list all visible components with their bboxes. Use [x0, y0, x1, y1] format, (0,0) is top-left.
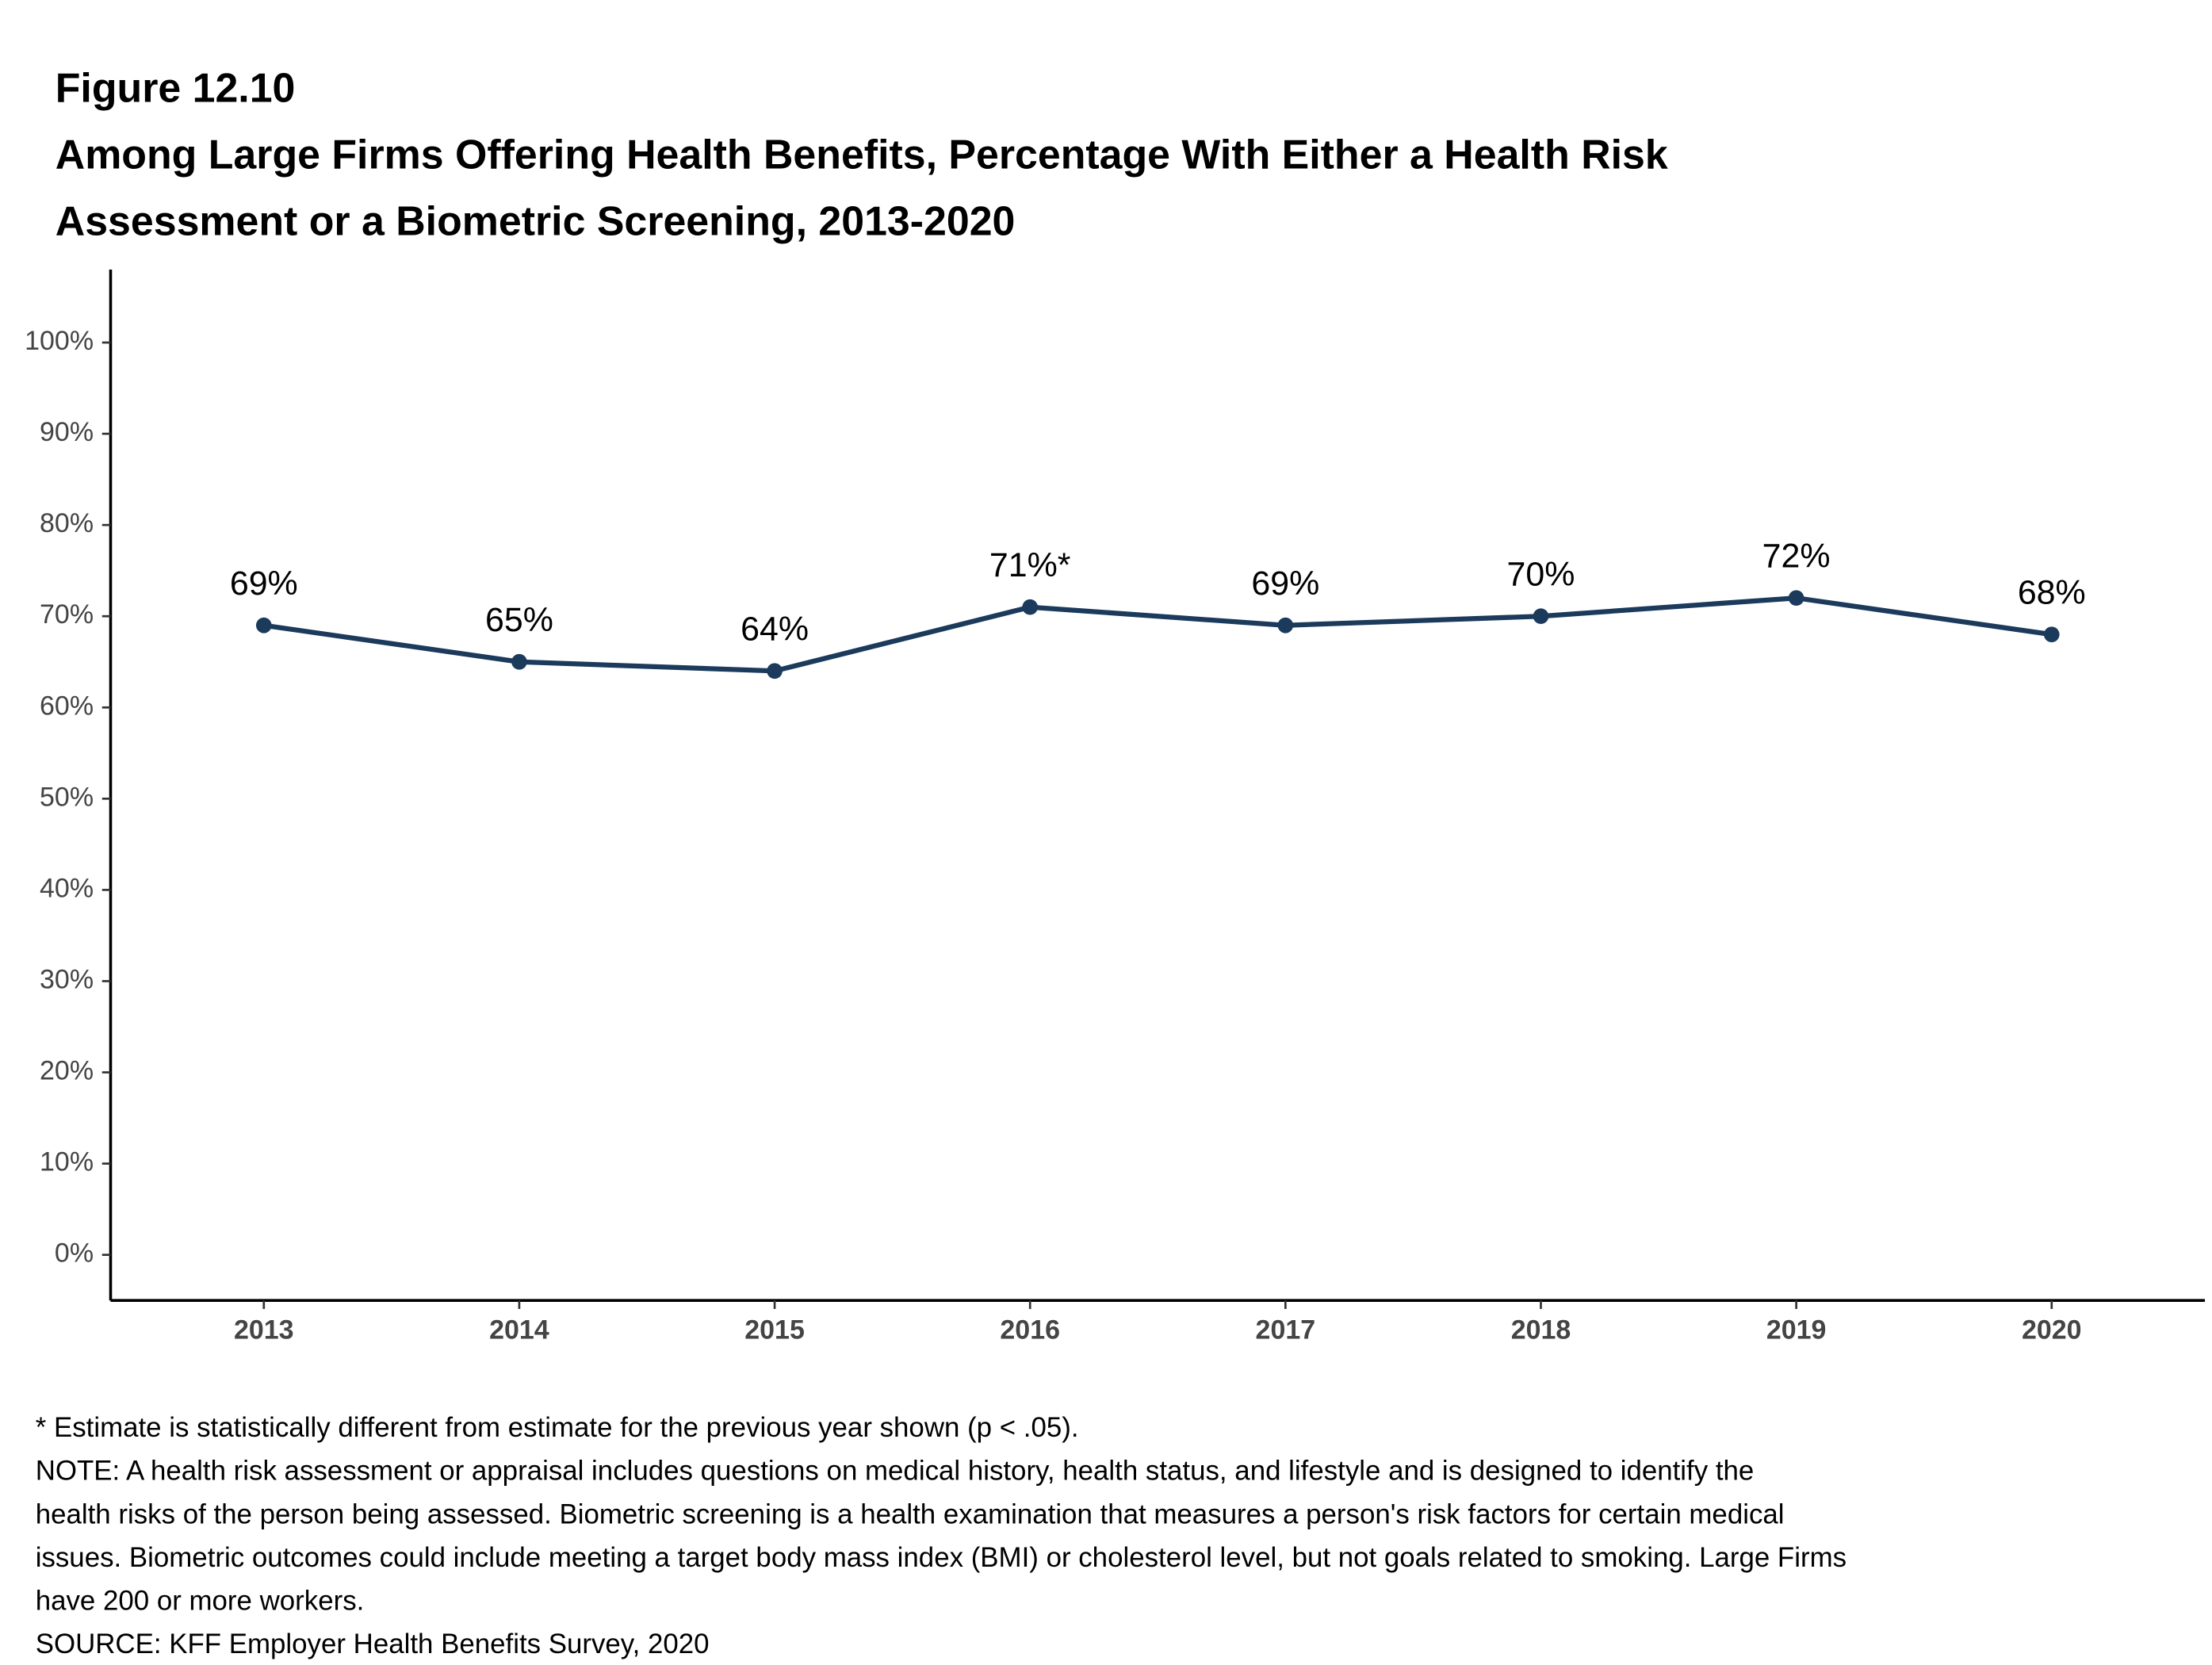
y-tick-label: 30% — [40, 964, 94, 994]
chart-title: Among Large Firms Offering Health Benefi… — [55, 131, 1668, 177]
y-tick-label: 40% — [40, 873, 94, 903]
data-label: 70% — [1507, 555, 1575, 593]
point — [2043, 626, 2060, 643]
y-tick-label: 90% — [40, 417, 94, 447]
figure-label: Figure 12.10 — [55, 64, 296, 110]
footnote: issues. Biometric outcomes could include… — [36, 1542, 1847, 1573]
data-label: 68% — [2018, 573, 2086, 611]
point — [1788, 590, 1804, 607]
x-tick-label: 2016 — [1000, 1315, 1060, 1345]
x-tick-label: 2019 — [1766, 1315, 1827, 1345]
line — [263, 595, 2053, 674]
footnote: NOTE: A health risk assessment or apprai… — [36, 1456, 1755, 1487]
footnote: have 200 or more workers. — [36, 1585, 365, 1616]
data-label: 64% — [741, 610, 809, 649]
point — [767, 663, 783, 679]
y-tick-label: 10% — [40, 1147, 94, 1177]
x-tick-label: 2014 — [489, 1315, 549, 1345]
data-label: 69% — [1251, 565, 1319, 603]
y-tick-label: 20% — [40, 1056, 94, 1086]
y-tick-label: 70% — [40, 599, 94, 630]
footnote: health risks of the person being assesse… — [36, 1498, 1785, 1529]
y-tick-label: 60% — [40, 691, 94, 721]
footnote: SOURCE: KFF Employer Health Benefits Sur… — [36, 1629, 710, 1659]
x-tick-label: 2017 — [1256, 1315, 1316, 1345]
point — [1022, 599, 1039, 615]
data-label: 65% — [485, 601, 553, 639]
point — [511, 653, 527, 670]
x-tick-label: 2015 — [744, 1315, 805, 1345]
y-tick-label: 100% — [25, 326, 94, 356]
footnote: * Estimate is statistically different fr… — [36, 1412, 1079, 1443]
y-tick-label: 50% — [40, 782, 94, 812]
data-label: 71%* — [989, 546, 1071, 584]
data-label: 69% — [230, 565, 298, 603]
x-tick-label: 2020 — [2022, 1315, 2082, 1345]
y-tick-label: 0% — [55, 1238, 94, 1269]
point — [255, 617, 272, 633]
x-tick-label: 2018 — [1511, 1315, 1571, 1345]
data-label: 72% — [1762, 537, 1831, 575]
chart-title: Assessment or a Biometric Screening, 201… — [55, 197, 1016, 243]
x-tick-label: 2013 — [234, 1315, 294, 1345]
y-tick-label: 80% — [40, 508, 94, 538]
point — [1277, 617, 1294, 633]
point — [1533, 608, 1549, 625]
